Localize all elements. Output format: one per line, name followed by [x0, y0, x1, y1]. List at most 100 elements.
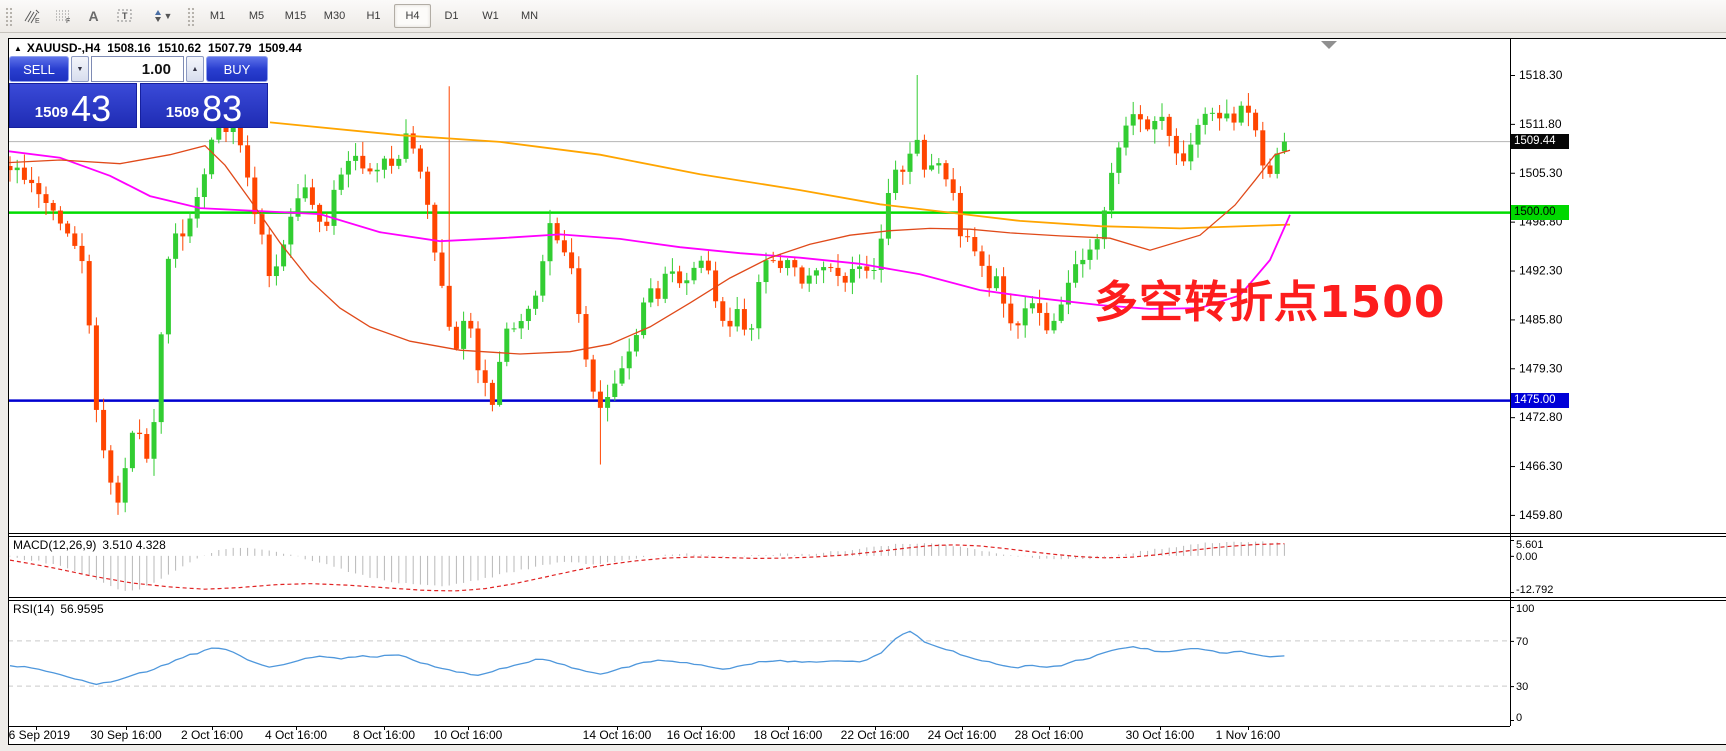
timeframe-button-m1[interactable]: M1 — [209, 10, 226, 22]
svg-text:18 Oct 16:00: 18 Oct 16:00 — [754, 728, 823, 742]
triangle-down-icon: ▼ — [76, 65, 84, 73]
buy-button-label: BUY — [223, 61, 251, 77]
macd-values: 3.510 4.328 — [102, 538, 166, 552]
time-axis: 26 Sep 2019 30 Sep 16:00 2 Oct 16:00 4 Oct … — [8, 726, 1281, 742]
chart-canvas[interactable]: 1518.301511.801505.301498.801492.301485.… — [8, 38, 1726, 745]
svg-text:70: 70 — [1516, 636, 1528, 648]
chart-title: ▲ XAUUSD-,H4 1508.16 1510.62 1507.79 1509.44 — [14, 41, 309, 55]
svg-text:28 Oct 16:00: 28 Oct 16:00 — [1015, 728, 1084, 742]
svg-text:F: F — [66, 18, 70, 24]
svg-text:100: 100 — [1516, 603, 1534, 615]
svg-text:1511.80: 1511.80 — [1519, 117, 1562, 131]
timeframe-button-d1[interactable]: D1 — [444, 10, 459, 22]
sell-button[interactable]: SELL — [9, 56, 69, 82]
svg-text:24 Oct 16:00: 24 Oct 16:00 — [928, 728, 997, 742]
timeframe-button-m5[interactable]: M5 — [248, 10, 265, 22]
svg-text:1472.80: 1472.80 — [1519, 410, 1563, 424]
sort-arrows-button[interactable]: ▼ — [142, 4, 180, 28]
toolbar: E F A T ▼ M1 M5 M15 M30 H1 H4 D1 W1 MN — [0, 0, 1726, 33]
toolbar-grip-2[interactable] — [186, 6, 194, 26]
ask-price-big: 83 — [202, 87, 243, 129]
volume-decrease-button[interactable]: ▼ — [71, 56, 89, 82]
one-click-trade-panel: SELL ▼ ▲ BUY 1509 43 1509 83 — [9, 56, 268, 128]
grid-f-icon: F — [55, 10, 70, 24]
timeframe-bar: M1 M5 M15 M30 H1 H4 D1 W1 MN — [198, 4, 549, 28]
macd-label: MACD(12,26,9) 3.510 4.328 — [13, 538, 172, 552]
svg-text:1459.80: 1459.80 — [1519, 508, 1563, 522]
title-high: 1510.62 — [157, 41, 202, 55]
timeframe-button-w1[interactable]: W1 — [482, 10, 499, 22]
svg-text:4 Oct 16:00: 4 Oct 16:00 — [265, 728, 327, 742]
macd-histogram — [9, 541, 1285, 591]
label-a-icon: A — [88, 8, 99, 24]
bid-price-display[interactable]: 1509 43 — [9, 83, 137, 128]
chevron-down-icon: ▼ — [163, 11, 173, 21]
rsi-line — [9, 630, 1285, 686]
svg-text:10 Oct 16:00: 10 Oct 16:00 — [434, 728, 503, 742]
svg-text:14 Oct 16:00: 14 Oct 16:00 — [583, 728, 652, 742]
rsi-name: RSI(14) — [13, 602, 55, 616]
annotation-text: 多空转折点1500 — [1094, 277, 1446, 328]
level-1500-tag: 1500.00 — [1511, 205, 1569, 220]
textbox-icon: T — [117, 9, 131, 22]
price-axis: 1518.301511.801505.301498.801492.301485.… — [1510, 68, 1563, 724]
chart-expert-icon: E — [24, 9, 40, 24]
ma-orange-line — [269, 121, 1291, 230]
title-low: 1507.79 — [208, 41, 252, 55]
svg-text:30 Sep 16:00: 30 Sep 16:00 — [90, 728, 162, 742]
svg-text:1505.30: 1505.30 — [1519, 166, 1563, 180]
timeframe-button-h4[interactable]: H4 — [394, 4, 431, 28]
panel-borders — [8, 38, 1726, 745]
svg-text:1492.30: 1492.30 — [1519, 264, 1563, 278]
textbox-button[interactable]: T — [111, 4, 138, 28]
svg-text:26 Sep 2019: 26 Sep 2019 — [8, 728, 70, 742]
timeframe-button-h1[interactable]: H1 — [366, 10, 381, 22]
title-close: 1509.44 — [258, 41, 302, 55]
buy-button[interactable]: BUY — [206, 56, 268, 82]
svg-text:30: 30 — [1516, 681, 1528, 693]
svg-text:T: T — [122, 11, 128, 21]
svg-text:1466.30: 1466.30 — [1519, 459, 1563, 473]
svg-text:1518.30: 1518.30 — [1519, 68, 1563, 82]
bid-price-prefix: 1509 — [34, 104, 69, 121]
ma-magenta-line — [8, 150, 1291, 310]
triangle-up-icon: ▲ — [191, 65, 199, 73]
sell-button-label: SELL — [23, 61, 55, 77]
chart-shift-marker — [1321, 41, 1337, 49]
bid-price-big: 43 — [71, 87, 112, 129]
grid-button[interactable]: F — [49, 4, 76, 28]
expert-chart-button[interactable]: E — [18, 4, 45, 28]
title-open: 1508.16 — [107, 41, 151, 55]
toolbar-grip[interactable] — [4, 6, 12, 26]
title-symbol: XAUUSD-,H4 — [26, 41, 101, 55]
ask-price-prefix: 1509 — [165, 104, 200, 121]
level-1475-tag: 1475.00 — [1511, 393, 1569, 408]
collapse-triangle-icon: ▲ — [14, 44, 22, 53]
rsi-guide-lines — [8, 640, 1510, 687]
svg-text:-12.792: -12.792 — [1516, 584, 1553, 596]
macd-name: MACD(12,26,9) — [13, 538, 97, 552]
ask-price-display[interactable]: 1509 83 — [140, 83, 268, 128]
timeframe-button-m30[interactable]: M30 — [323, 10, 346, 22]
chart-background — [8, 38, 1726, 745]
rsi-value: 56.9595 — [60, 602, 104, 616]
svg-text:8 Oct 16:00: 8 Oct 16:00 — [353, 728, 415, 742]
svg-text:1479.30: 1479.30 — [1519, 361, 1563, 375]
svg-text:1485.80: 1485.80 — [1519, 312, 1563, 326]
svg-text:E: E — [35, 18, 40, 24]
candlestick-series — [8, 75, 1287, 515]
svg-text:5.601: 5.601 — [1516, 539, 1544, 551]
current-price-tag: 1509.44 — [1511, 134, 1569, 149]
svg-text:0: 0 — [1516, 712, 1522, 724]
timeframe-button-mn[interactable]: MN — [520, 10, 539, 22]
svg-text:22 Oct 16:00: 22 Oct 16:00 — [841, 728, 910, 742]
sort-arrows-icon — [154, 10, 161, 22]
rsi-label: RSI(14) 56.9595 — [13, 602, 110, 616]
svg-text:2 Oct 16:00: 2 Oct 16:00 — [181, 728, 243, 742]
text-label-button[interactable]: A — [80, 4, 107, 28]
volume-input[interactable] — [91, 56, 184, 82]
ma-red-line — [8, 144, 1291, 355]
svg-text:0.00: 0.00 — [1516, 551, 1537, 563]
volume-increase-button[interactable]: ▲ — [186, 56, 204, 82]
timeframe-button-m15[interactable]: M15 — [284, 10, 307, 22]
